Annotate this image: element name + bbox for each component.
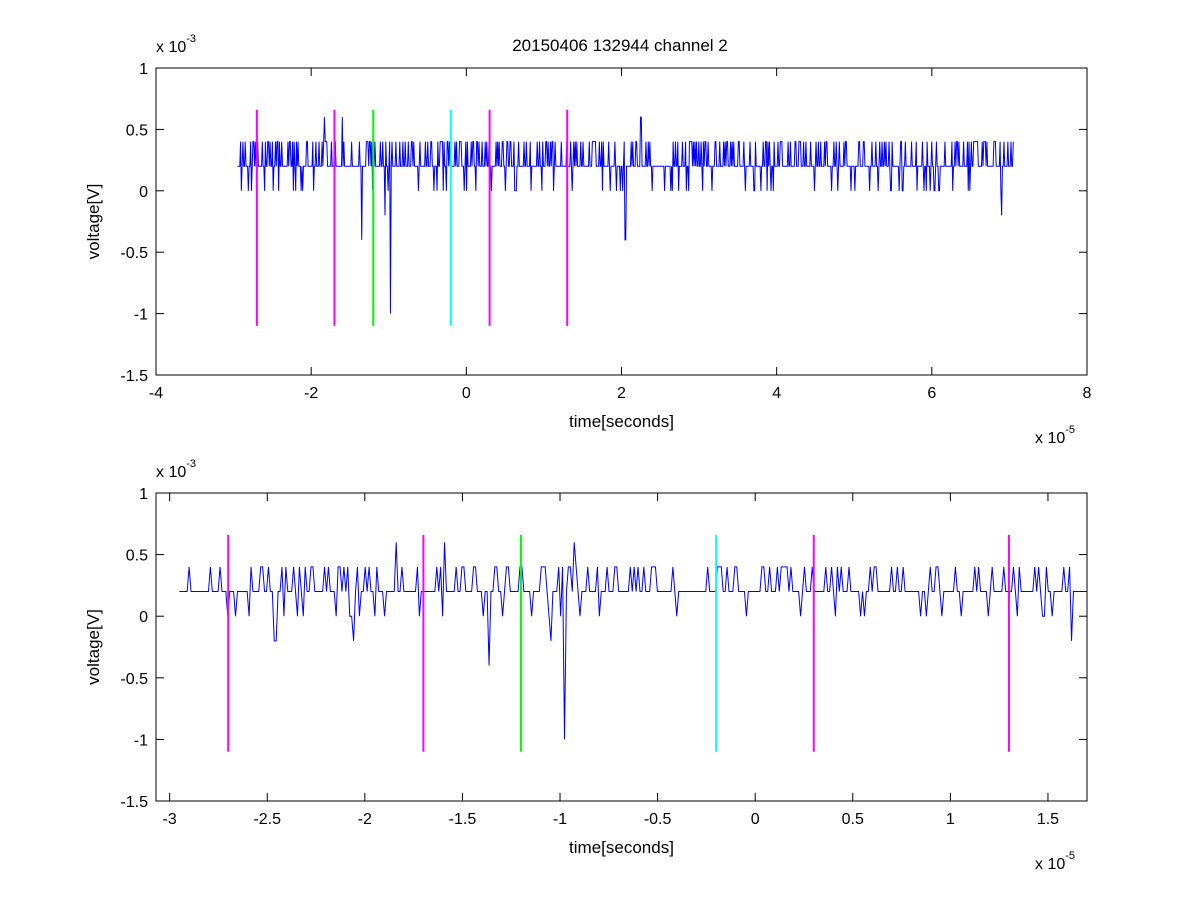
x-multiplier-exp: -5 [1065,424,1075,436]
y-tick-label: -1.5 [120,368,148,385]
y-multiplier-exp: -3 [186,458,196,470]
x-multiplier-base: x 10 [1035,856,1065,873]
x-tick-label: 2 [617,385,626,402]
x-tick-label: -1 [553,811,567,828]
x-multiplier: x 10-5 [1035,424,1075,447]
signal-trace [237,116,1014,314]
x-tick-label: 0 [462,385,471,402]
x-axis-label: time[seconds] [569,838,674,857]
x-tick-label: -2.5 [253,811,281,828]
y-tick-label: 1 [139,486,148,503]
y-tick-label: -1 [134,307,148,324]
x-tick-label: -4 [149,385,163,402]
y-tick-label: -0.5 [120,245,148,262]
y-tick-label: -1.5 [120,794,148,811]
figure-title: 20150406 132944 channel 2 [512,36,728,55]
y-multiplier-exp: -3 [186,33,196,45]
x-tick-label: -1.5 [449,811,477,828]
x-tick-label: -3 [163,811,177,828]
x-tick-label: 1 [946,811,955,828]
x-multiplier: x 10-5 [1035,850,1075,873]
y-tick-label: 1 [139,61,148,78]
y-tick-label: 0.5 [126,122,148,139]
axes-box [155,67,1088,376]
bottom-subplot: -3 -2.5 -2 -1.5 -1 -0.5 0 0.5 1 1.5 1 0.5 0 -0.5 -1 -1.… [84,458,1088,873]
y-tick-label: -0.5 [120,671,148,688]
y-tick-label: 0 [139,184,148,201]
x-tick-label: -2 [304,385,318,402]
y-tick-label: -1 [134,732,148,749]
x-tick-label: 0.5 [842,811,864,828]
y-multiplier-base: x 10 [156,464,186,481]
x-axis-label: time[seconds] [569,412,674,431]
data-layer [237,109,1014,326]
x-tick-label: 1.5 [1037,811,1059,828]
y-multiplier: x 10-3 [156,33,196,56]
y-axis-label: voltage[V] [84,609,103,685]
signal-trace [179,542,1087,740]
x-tick-label: 0 [751,811,760,828]
data-layer [179,534,1087,752]
y-multiplier-base: x 10 [156,39,186,56]
y-tick-label: 0.5 [126,548,148,565]
x-multiplier-exp: -5 [1065,850,1075,862]
x-multiplier-base: x 10 [1035,430,1065,447]
x-tick-label: -0.5 [644,811,672,828]
y-tick-label: 0 [139,609,148,626]
y-axis-label: voltage[V] [84,184,103,260]
x-tick-label: -2 [358,811,372,828]
x-tick-label: 4 [772,385,781,402]
top-subplot: -4 -2 0 2 4 6 8 1 0.5 0 -0.5 -1 -1.5 time[seconds] vol… [84,33,1092,447]
x-tick-label: 8 [1083,385,1092,402]
x-tick-label: 6 [927,385,936,402]
axes-box [155,492,1088,802]
y-multiplier: x 10-3 [156,458,196,481]
